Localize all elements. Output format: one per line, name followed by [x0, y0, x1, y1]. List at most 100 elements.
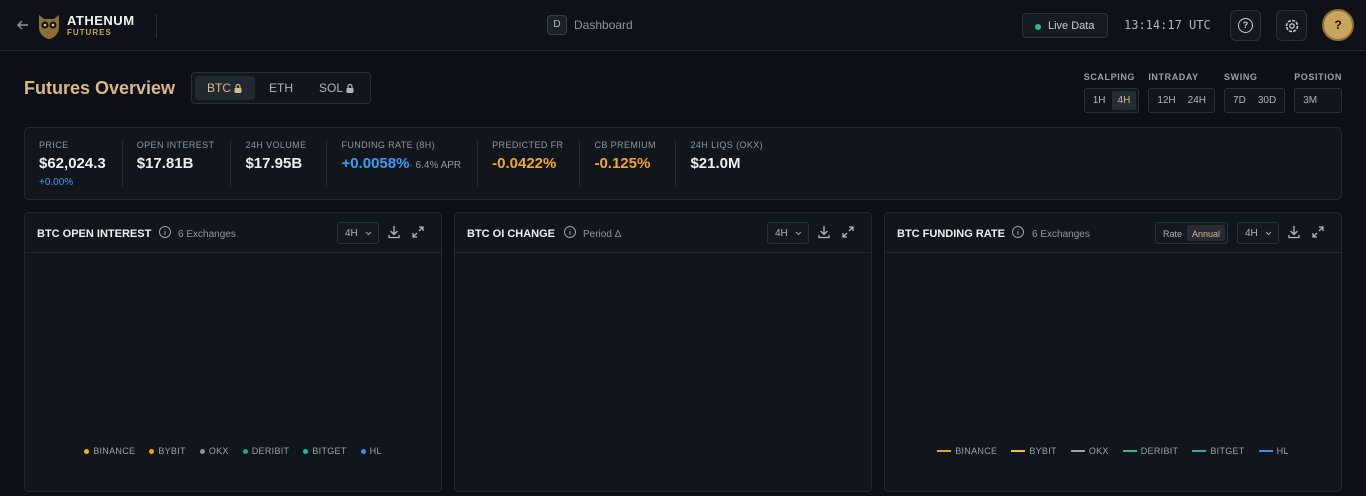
expand-icon[interactable]: [841, 225, 855, 239]
legend-swatch: [1122, 450, 1137, 452]
lock-body: [346, 87, 354, 93]
legend-label: BINANCE: [955, 446, 998, 456]
asset-label: SOL: [319, 81, 344, 95]
stat-value: $21.0M: [690, 155, 741, 172]
group-buttons: 12H 24H: [1148, 88, 1216, 113]
dropdown-label: 4H: [345, 228, 358, 239]
asset-tabs: BTC ETH SOL: [191, 72, 372, 104]
lock-shackle: [347, 83, 353, 88]
live-pill[interactable]: Live Data: [1022, 13, 1108, 38]
stat-label: CB PREMIUM: [594, 140, 656, 150]
chevron: [365, 231, 372, 236]
stat: 24H LIQS (OKX) $21.0M: [676, 140, 779, 187]
live-label: Live Data: [1048, 20, 1095, 32]
gear-icon: [1285, 19, 1299, 33]
help-button[interactable]: ?: [1230, 10, 1261, 41]
legend-swatch: [199, 448, 205, 454]
timeframe-dropdown[interactable]: 4H: [767, 222, 809, 244]
divider: [156, 14, 157, 38]
timeframe-dropdown[interactable]: 4H: [337, 222, 379, 244]
timeframe-option[interactable]: 3M: [1303, 95, 1318, 106]
oi-change-panel: BTC OI CHANGE +$45M+$22M+$0K-$22M-$45M09…: [454, 212, 872, 492]
stat-value-row: $17.81B: [137, 155, 215, 172]
panel-subtitle: 6 Exchanges: [1032, 229, 1090, 240]
timeframe-option[interactable]: 7D: [1233, 95, 1246, 106]
legend-label: DERIBIT: [1140, 446, 1179, 456]
timeframe-groups: SCALPING 1H 4H INTRADAY 12H 24H SWING 7D 30D POSI…: [1083, 72, 1342, 113]
asset-tab[interactable]: ETH: [257, 76, 305, 100]
live-dot: [1035, 24, 1041, 30]
top-bar: ATHENUM FUTURES D Dashboard Live Data 13…: [0, 0, 1366, 51]
group-label: SCALPING: [1083, 72, 1136, 82]
legend-item: OKX: [1070, 446, 1109, 456]
legend-item: BITGET: [303, 446, 346, 456]
timeframe-group: SCALPING 1H 4H: [1083, 72, 1140, 113]
mode-option[interactable]: Annual: [1187, 225, 1226, 241]
legend-swatch: [149, 448, 155, 454]
timeframe-group: INTRADAY 12H 24H: [1148, 72, 1216, 113]
asset-tab[interactable]: BTC: [195, 76, 255, 100]
info-icon[interactable]: +$45M+$22M+$0K-$22M-$45M09:2009:5510:301…: [563, 225, 577, 239]
legend-item: BYBIT: [1011, 446, 1057, 456]
panel-body: BINANCE BYBIT OKX DERIBIT BITGET HL: [25, 253, 441, 491]
legend-label: BINANCE: [93, 446, 136, 456]
legend-item: DERIBIT: [242, 446, 290, 456]
timeframe-group: SWING 7D 30D: [1224, 72, 1286, 113]
info-icon[interactable]: $0.00B$4.87B$9.75B$14.62B$19.49B09:1509:…: [158, 225, 172, 239]
group-label: SWING: [1224, 72, 1258, 82]
chart: [455, 253, 871, 491]
timeframe-option[interactable]: 4H: [1111, 91, 1137, 110]
legend-swatch: [360, 448, 366, 454]
mode-option[interactable]: Rate: [1163, 229, 1183, 239]
expand-icon[interactable]: [1311, 225, 1325, 239]
download-icon[interactable]: [387, 225, 401, 239]
dropdown-label: 4H: [1245, 228, 1258, 239]
settings-button[interactable]: [1276, 10, 1307, 41]
expand-icon[interactable]: [411, 225, 425, 239]
panel-header: BTC OI CHANGE +$45M+$22M+$0K-$22M-$45M09…: [455, 213, 871, 253]
stat-sub: +0.00%: [39, 177, 74, 188]
timeframe-dropdown[interactable]: 4H: [1237, 222, 1279, 244]
legend-label: BITGET: [312, 446, 347, 456]
legend-label: OKX: [1088, 446, 1109, 456]
stat: PRICE $62,024.3 +0.00%: [25, 140, 123, 188]
legend-item: BITGET: [1192, 446, 1244, 456]
stat-value: -0.0422%: [492, 155, 557, 172]
download-icon[interactable]: [817, 225, 831, 239]
stat: 24H VOLUME $17.95B: [231, 140, 328, 187]
back-arrow[interactable]: [16, 18, 30, 32]
info-icon[interactable]: +12.0%+8.8%+5.5%+2.2%-1.1%09:1509:5510:3…: [1011, 225, 1025, 239]
timeframe-option[interactable]: 30D: [1257, 95, 1277, 106]
stat-value-row: -0.125%: [594, 155, 659, 172]
timeframe-option[interactable]: 24H: [1187, 95, 1207, 106]
download-icon[interactable]: [1287, 225, 1301, 239]
panel-header: BTC FUNDING RATE +12.0%+8.8%+5.5%+2.2%-1…: [885, 213, 1341, 253]
panel-body: BINANCE BYBIT OKX DERIBIT BITGET HL: [885, 253, 1341, 491]
legend-swatch: [1070, 450, 1085, 452]
panel-title: BTC OI CHANGE: [467, 228, 555, 240]
timeframe-option[interactable]: 1H: [1092, 95, 1106, 106]
logo: [39, 15, 59, 39]
legend-label: BYBIT: [1029, 446, 1057, 456]
legend: BINANCE BYBIT OKX DERIBIT BITGET HL: [25, 446, 441, 456]
lock-icon: [346, 83, 354, 93]
stat-value-row: -0.0422%: [492, 155, 563, 172]
stat-label: OPEN INTEREST: [136, 140, 215, 150]
legend-label: OKX: [208, 446, 229, 456]
funding-panel: BTC FUNDING RATE +12.0%+8.8%+5.5%+2.2%-1…: [884, 212, 1342, 492]
group-buttons: 3M: [1294, 88, 1342, 113]
avatar[interactable]: ?: [1322, 9, 1354, 41]
timeframe-option[interactable]: 12H: [1157, 95, 1176, 106]
legend-item: BINANCE: [84, 446, 135, 456]
stat-value: -0.125%: [594, 155, 651, 172]
timeframe-group: POSITION 3M: [1294, 72, 1342, 113]
panel-subtitle: 6 Exchanges: [178, 229, 236, 240]
asset-tab[interactable]: SOL: [307, 76, 367, 100]
legend-item: BINANCE: [937, 446, 997, 456]
clock: 13:14:17 UTC: [1124, 18, 1211, 32]
legend-swatch: [303, 448, 309, 454]
legend-item: BYBIT: [149, 446, 186, 456]
overview-title: Futures Overview: [24, 78, 176, 98]
nav-label[interactable]: Dashboard: [574, 18, 633, 32]
legend-swatch: [1258, 450, 1273, 452]
